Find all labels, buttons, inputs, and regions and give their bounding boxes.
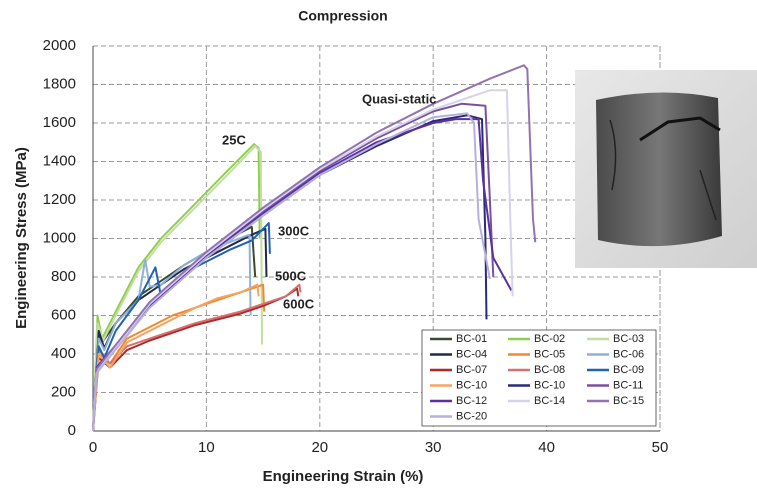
series-line — [92, 287, 300, 432]
series-line — [92, 145, 263, 432]
markings — [609, 119, 717, 221]
series-line — [92, 233, 252, 432]
legend-label: BC-08 — [534, 364, 565, 376]
legend-label: BC-04 — [456, 348, 487, 360]
y-axis-label: Engineering Stress (MPa) — [13, 147, 30, 329]
legend-box — [421, 329, 657, 427]
x-axis-label: Engineering Strain (%) — [263, 468, 424, 485]
annotation: 25C — [222, 132, 246, 147]
specimen-photo — [575, 70, 757, 268]
legend-label: BC-20 — [456, 410, 487, 422]
legend-label: BC-11 — [613, 379, 643, 391]
y-tick-label: 1800 — [43, 75, 76, 92]
series-line — [92, 283, 260, 432]
legend-label: BC-06 — [613, 348, 644, 360]
y-tick-label: 1200 — [43, 191, 76, 208]
legend: BC-01 BC-02 BC-03 BC-04 BC-05 BC-06 BC-07 BC-08… — [421, 329, 657, 427]
chart-title: Compression — [298, 8, 387, 24]
y-tick-label: 1600 — [43, 114, 76, 131]
legend-label: BC-09 — [613, 364, 644, 376]
y-tick-label: 0 — [68, 422, 76, 439]
x-tick-label: 20 — [311, 439, 328, 456]
series-line — [92, 64, 537, 432]
legend-label: BC-12 — [456, 395, 487, 407]
x-tick-label: 50 — [652, 439, 669, 456]
annotation: Quasi-static — [362, 91, 436, 106]
series-line — [92, 118, 513, 432]
series-line — [92, 227, 268, 432]
y-tick-label: 200 — [51, 383, 76, 400]
y-tick-label: 2000 — [43, 37, 76, 54]
annotation: 500C — [275, 268, 307, 283]
legend-label: BC-10 — [456, 379, 487, 391]
crack — [639, 116, 721, 142]
y-tick-label: 1400 — [43, 152, 76, 169]
legend-label: BC-14 — [534, 395, 565, 407]
x-tick-label: 30 — [425, 439, 442, 456]
legend-label: BC-02 — [534, 333, 565, 345]
specimen — [596, 92, 722, 247]
x-tick-label: 0 — [89, 439, 97, 456]
x-tick-label: 40 — [538, 439, 555, 456]
y-tick-label: 400 — [51, 345, 76, 362]
legend-label: BC-07 — [456, 364, 487, 376]
series-line — [92, 143, 261, 432]
legend-label: BC-10 — [534, 379, 565, 391]
y-tick-label: 800 — [51, 268, 76, 285]
series-line — [92, 89, 514, 432]
legend-label: BC-01 — [456, 333, 487, 345]
series-line — [92, 283, 302, 432]
y-tick-label: 1000 — [43, 229, 76, 246]
legend-label: BC-03 — [613, 333, 644, 345]
annotation: 600C — [283, 296, 315, 311]
annotation: 300C — [278, 223, 310, 238]
legend-label: BC-05 — [534, 348, 565, 360]
series-line — [92, 112, 491, 432]
legend-label: BC-15 — [613, 395, 644, 407]
y-tick-label: 600 — [51, 306, 76, 323]
x-tick-label: 10 — [198, 439, 215, 456]
